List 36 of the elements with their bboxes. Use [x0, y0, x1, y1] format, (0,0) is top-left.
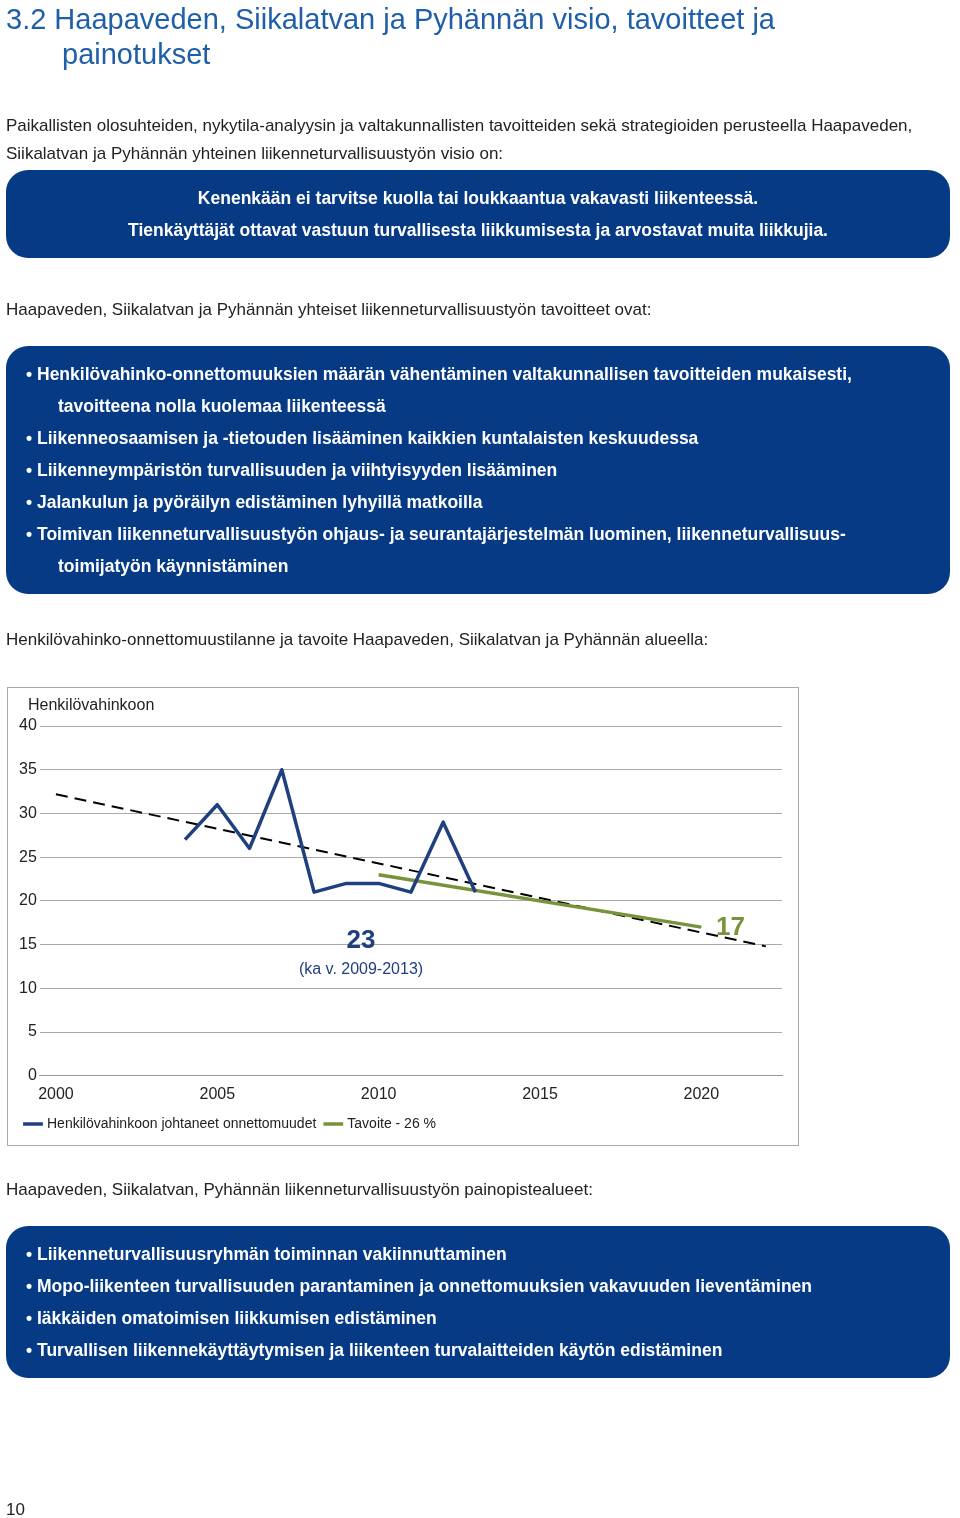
y-tick-label: 35 — [19, 760, 37, 778]
y-axis-title: Henkilövahinkoon — [28, 696, 155, 714]
text: • Henkilövahinko-onnettomuuksien määrän vähentäminen valtakunnallisen tavoitteiden mukaisesti, tavoitteena nolla kuolemaa liikenteessä — [26, 363, 853, 418]
text: • Liikenneympäristön turvallisuuden ja viihtyisyyden lisääminen — [26, 459, 559, 482]
annotation: (ka v. 2009-2013) — [298, 960, 424, 978]
annotation: 17 — [716, 911, 745, 942]
x-tick-label: 2020 — [683, 1084, 720, 1102]
x-tick-label: 2005 — [199, 1084, 236, 1102]
y-tick-label: 15 — [19, 935, 37, 953]
legend-label: Henkilövahinkoon johtaneet onnettomuudet — [47, 1114, 317, 1131]
text: • Liikenneosaamisen ja -tietouden lisääminen kaikkien kuntalaisten keskuudessa — [26, 427, 700, 450]
text: • Turvallisen liikennekäyttäytymisen ja liikenteen turvalaitteiden käytön edistäminen — [26, 1339, 724, 1362]
y-tick-label: 0 — [27, 1066, 37, 1084]
y-tick-label: 20 — [19, 891, 37, 909]
text: • Mopo-liikenteen turvallisuuden parantaminen ja onnettomuuksien vakavuuden lieventäminen — [26, 1275, 813, 1298]
y-tick-label: 10 — [19, 978, 37, 996]
text: 3.2 Haapaveden, Siikalatvan ja Pyhännän visio, tavoitteet ja painotukset — [6, 2, 776, 72]
x-tick-label: 2015 — [522, 1084, 558, 1102]
y-tick-label: 5 — [27, 1022, 37, 1040]
legend-label: Tavoite - 26 % — [347, 1114, 437, 1131]
text: • Iäkkäiden omatoimisen liikkumisen edistäminen — [26, 1307, 438, 1330]
text: Kenenkään ei tarvitse kuolla tai loukkaantua vakavasti liikenteessä. — [196, 187, 760, 210]
chart-title: Henkilövahinko-onnettomuustilanne ja tavoite Haapaveden, Siikalatvan ja Pyhännän alueella: — [6, 629, 710, 651]
y-tick-label: 25 — [19, 847, 37, 865]
x-tick-label: 2010 — [360, 1084, 397, 1102]
text: Tienkäyttäjät ottavat vastuun turvallisesta liikkumisesta ja arvostavat muita liikkujia. — [127, 219, 829, 242]
text: • Jalankulun ja pyöräilyn edistäminen lyhyillä matkoilla — [26, 491, 484, 514]
annotation: 23 — [346, 924, 376, 955]
text: Haapaveden, Siikalatvan ja Pyhännän yhteiset liikenneturvallisuustyön tavoitteet ovat: — [6, 299, 653, 321]
text: • Toimivan liikenneturvallisuustyön ohjaus- ja seurantajärjestelmän luominen, liikenneturvallisuus-toimijatyön käynnistäminen — [26, 523, 847, 578]
text: Paikallisten olosuhteiden, nykytila-analyysin ja valtakunnallisten tavoitteiden sekä strategioiden perusteella Haapaveden, Siikalatvan ja Pyhännän yhteinen liikenneturvallisuustyön visio on: — [6, 115, 914, 165]
x-tick-label: 2000 — [38, 1084, 74, 1102]
text: • Liikenneturvallisuusryhmän toiminnan vakiinnuttaminen — [26, 1243, 508, 1266]
y-tick-label: 30 — [19, 803, 37, 821]
y-tick-label: 40 — [19, 716, 37, 734]
text: Haapaveden, Siikalatvan, Pyhännän liikenneturvallisuustyön painopistealueet: — [6, 1179, 594, 1201]
